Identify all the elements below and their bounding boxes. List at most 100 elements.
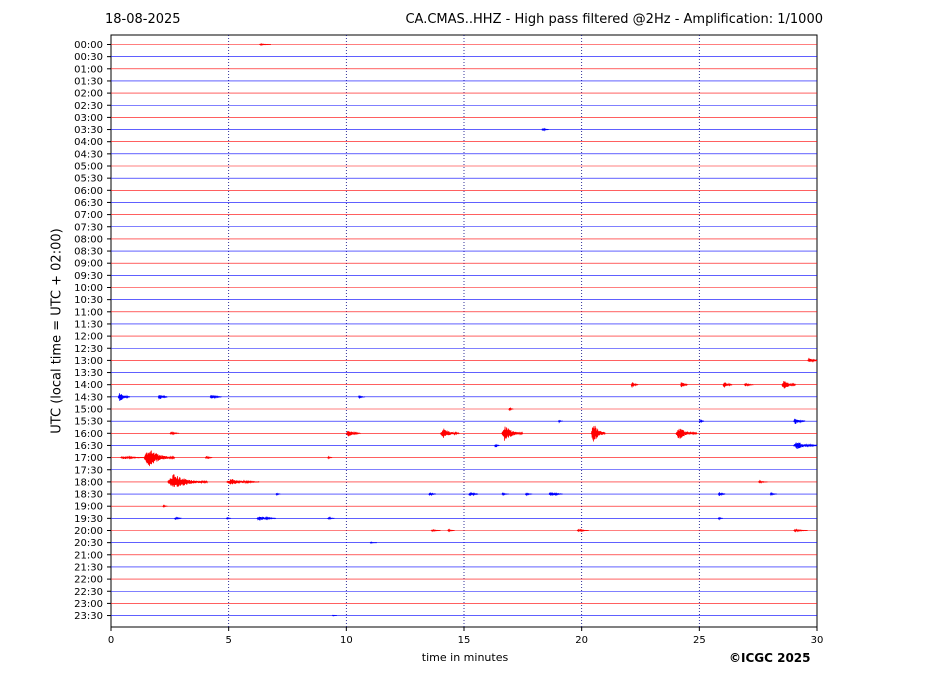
y-tick-label: 05:30 xyxy=(74,174,103,185)
x-tick-label: 20 xyxy=(575,635,588,646)
date-label: 18-08-2025 xyxy=(105,12,181,27)
y-tick-label: 11:00 xyxy=(74,307,103,318)
seismic-event xyxy=(630,382,639,388)
seismic-event xyxy=(807,357,818,363)
y-tick-label: 19:30 xyxy=(74,514,103,525)
x-tick-label: 5 xyxy=(225,635,231,646)
y-tick-label: 20:00 xyxy=(74,526,103,537)
x-tick-label: 25 xyxy=(693,635,706,646)
seismic-event xyxy=(357,395,366,400)
y-axis-label: UTC (local time = UTC + 02:00) xyxy=(49,228,65,434)
seismic-event xyxy=(169,431,180,436)
seismic-event xyxy=(501,426,524,441)
y-tick-label: 02:00 xyxy=(74,89,103,100)
seismic-event xyxy=(157,395,168,400)
seismic-event xyxy=(717,516,723,521)
y-tick-label: 10:00 xyxy=(74,283,103,294)
seismic-event xyxy=(675,428,698,439)
y-tick-label: 03:30 xyxy=(74,125,103,136)
seismic-event xyxy=(680,382,688,388)
seismic-event xyxy=(327,516,335,521)
y-tick-label: 22:00 xyxy=(74,575,103,586)
y-tick-label: 22:30 xyxy=(74,587,103,598)
x-tick-label: 10 xyxy=(340,635,353,646)
seismic-event xyxy=(162,504,168,508)
y-tick-label: 09:30 xyxy=(74,271,103,282)
seismic-event xyxy=(204,455,213,460)
seismic-event xyxy=(256,516,276,521)
seismic-event xyxy=(430,528,441,533)
y-tick-label: 12:00 xyxy=(74,332,103,343)
seismic-event xyxy=(327,455,333,460)
seismic-event xyxy=(167,474,208,487)
seismic-event xyxy=(501,492,509,497)
seismic-event xyxy=(524,492,533,497)
y-tick-label: 12:30 xyxy=(74,344,103,355)
y-tick-label: 23:00 xyxy=(74,599,103,610)
y-tick-label: 20:30 xyxy=(74,538,103,549)
seismic-event xyxy=(226,516,232,520)
y-tick-label: 15:30 xyxy=(74,417,103,428)
y-tick-label: 07:30 xyxy=(74,222,103,233)
y-tick-label: 05:00 xyxy=(74,162,103,173)
y-tick-label: 21:30 xyxy=(74,562,103,573)
seismic-event xyxy=(275,492,281,497)
seismic-event xyxy=(259,43,271,46)
y-tick-label: 08:30 xyxy=(74,247,103,258)
y-tick-label: 16:30 xyxy=(74,441,103,452)
y-tick-label: 06:30 xyxy=(74,198,103,209)
y-tick-label: 07:00 xyxy=(74,210,103,221)
seismic-event xyxy=(226,478,260,485)
y-tick-label: 04:00 xyxy=(74,137,103,148)
y-tick-label: 10:30 xyxy=(74,295,103,306)
y-tick-label: 13:30 xyxy=(74,368,103,379)
seismic-event xyxy=(743,382,754,387)
seismic-event xyxy=(757,479,768,484)
y-tick-label: 11:30 xyxy=(74,319,103,330)
seismic-event xyxy=(590,425,606,442)
y-tick-label: 21:00 xyxy=(74,550,103,561)
seismic-event xyxy=(209,394,222,400)
y-tick-label: 17:00 xyxy=(74,453,103,464)
seismic-event xyxy=(345,430,361,437)
seismic-event xyxy=(120,455,145,460)
seismic-event xyxy=(576,528,589,533)
seismic-event xyxy=(541,127,549,132)
y-tick-label: 08:00 xyxy=(74,234,103,245)
seismic-event xyxy=(117,393,131,401)
y-tick-label: 01:30 xyxy=(74,76,103,87)
seismic-event xyxy=(468,492,479,497)
seismic-event xyxy=(508,407,514,412)
y-tick-label: 19:00 xyxy=(74,502,103,513)
x-tick-label: 0 xyxy=(108,635,114,646)
seismic-event xyxy=(717,492,726,497)
y-tick-label: 16:00 xyxy=(74,429,103,440)
x-tick-label: 30 xyxy=(811,635,824,646)
y-tick-label: 04:30 xyxy=(74,149,103,160)
copyright-label: ©ICGC 2025 xyxy=(729,651,811,665)
seismic-event xyxy=(143,450,175,467)
chart-title: CA.CMAS..HHZ - High pass filtered @2Hz -… xyxy=(405,12,823,27)
plot-frame xyxy=(110,34,818,628)
y-tick-label: 14:00 xyxy=(74,380,103,391)
y-tick-label: 09:00 xyxy=(74,259,103,270)
x-axis-label: time in minutes xyxy=(421,651,509,664)
y-tick-label: 01:00 xyxy=(74,64,103,75)
y-tick-label: 17:30 xyxy=(74,465,103,476)
seismic-event xyxy=(698,419,705,424)
seismic-event xyxy=(793,442,818,450)
seismic-event xyxy=(440,428,460,438)
seismic-event xyxy=(447,528,455,533)
y-tick-label: 18:30 xyxy=(74,490,103,501)
seismic-event xyxy=(494,443,500,448)
y-tick-label: 14:30 xyxy=(74,392,103,403)
seismic-event xyxy=(722,382,733,388)
seismic-event xyxy=(781,381,797,389)
seismic-event xyxy=(548,492,563,496)
x-tick-label: 15 xyxy=(458,635,471,646)
seismic-event xyxy=(332,614,338,617)
y-tick-label: 23:30 xyxy=(74,611,103,622)
y-tick-label: 03:00 xyxy=(74,113,103,124)
y-tick-label: 18:00 xyxy=(74,477,103,488)
